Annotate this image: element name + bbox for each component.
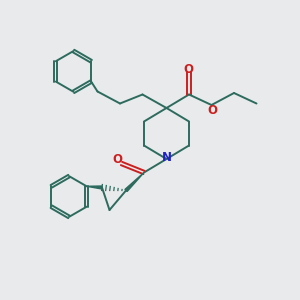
Polygon shape <box>87 186 102 189</box>
Text: O: O <box>207 104 218 117</box>
Polygon shape <box>125 172 144 192</box>
Text: N: N <box>161 151 172 164</box>
Text: O: O <box>112 153 122 167</box>
Text: O: O <box>183 62 194 76</box>
